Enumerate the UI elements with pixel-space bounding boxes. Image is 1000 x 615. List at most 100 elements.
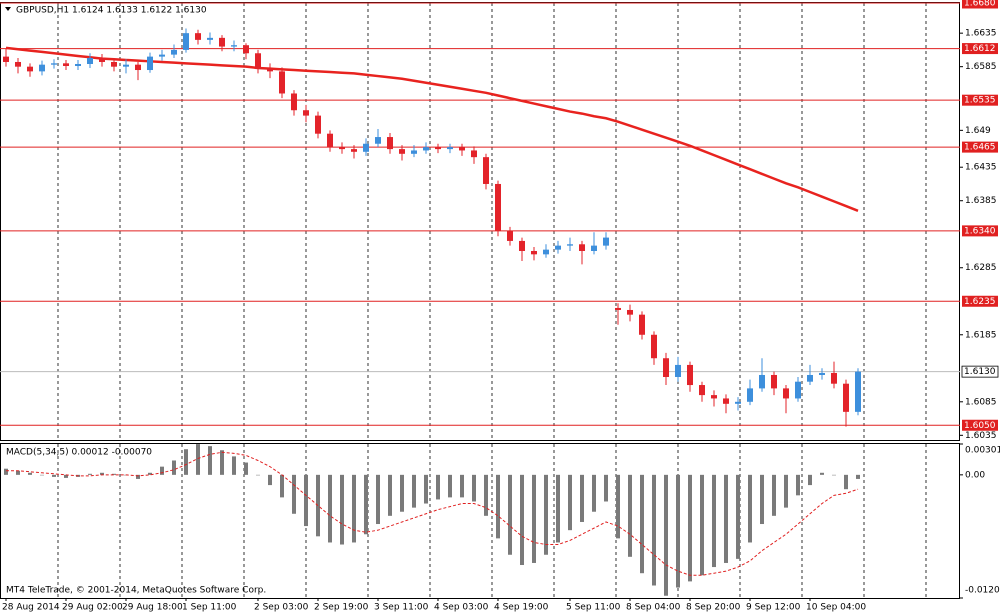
candle-body: [315, 115, 321, 134]
level-label: 1.6680: [964, 0, 996, 9]
candle-body: [63, 63, 69, 67]
y-tick-label: 1.6635: [965, 29, 997, 39]
candle-body: [207, 37, 213, 40]
macd-bar: [772, 474, 776, 516]
macd-bar: [652, 474, 656, 586]
level-label: 1.6465: [964, 143, 996, 153]
candle-body: [447, 147, 453, 150]
level-label-box: [962, 43, 998, 55]
macd-bar: [64, 474, 68, 478]
macd-bar: [232, 456, 236, 475]
macd-bar: [208, 446, 212, 475]
macd-bar: [580, 474, 584, 522]
macd-bar: [628, 474, 632, 557]
y-tick-label: 1.6385: [965, 196, 997, 206]
macd-bar: [220, 450, 224, 475]
x-tick-label: 3 Sep 11:00: [374, 603, 429, 613]
candle-body: [627, 309, 633, 315]
candle-body: [351, 149, 357, 152]
candle-body: [567, 244, 573, 246]
y-tick-label: 1.6085: [965, 397, 997, 407]
macd-bar: [148, 472, 152, 475]
candle-body: [231, 45, 237, 47]
macd-bar: [520, 474, 524, 566]
y-tick-label: 1.6035: [965, 431, 997, 441]
candle-body: [363, 143, 369, 152]
macd-bar: [16, 470, 20, 475]
macd-bar: [796, 474, 800, 496]
candle-body: [135, 64, 141, 71]
macd-bar: [52, 474, 56, 477]
candle-body: [759, 374, 765, 389]
macd-bar: [544, 474, 548, 555]
x-tick-label: 10 Sep 04:00: [806, 603, 866, 613]
macd-bar: [640, 474, 644, 574]
macd-bar: [604, 474, 608, 502]
candle-body: [399, 149, 405, 154]
candle-body: [339, 147, 345, 150]
level-label: 1.6612: [964, 44, 996, 54]
candle-body: [747, 388, 753, 402]
candle-body: [219, 37, 225, 47]
candle-body: [555, 245, 561, 250]
macd-bar: [568, 474, 572, 531]
level-label-box: [962, 0, 998, 9]
macd-bar: [676, 474, 680, 588]
candle-body: [603, 237, 609, 246]
macd-bar: [136, 474, 140, 479]
candle-body: [723, 398, 729, 404]
candle-body: [411, 150, 417, 154]
macd-bar: [820, 472, 824, 475]
candle-body: [579, 244, 585, 251]
macd-bar: [496, 474, 500, 539]
macd-bar: [292, 474, 296, 514]
macd-bar: [388, 474, 392, 516]
candle-body: [171, 49, 177, 55]
y-tick-label: 1.6185: [965, 330, 997, 340]
x-tick-label: 28 Aug 2014: [2, 603, 60, 613]
macd-bar: [112, 473, 116, 475]
candle-body: [327, 133, 333, 148]
candle-body: [855, 371, 861, 412]
macd-bar: [448, 474, 452, 498]
macd-bar: [364, 474, 368, 535]
x-tick-label: 8 Sep 04:00: [626, 603, 681, 613]
macd-bar: [40, 474, 44, 476]
x-tick-label: 9 Sep 12:00: [746, 603, 801, 613]
candle-body: [159, 54, 165, 57]
candle-body: [531, 250, 537, 255]
x-tick-label: 29 Aug 02:00: [62, 603, 123, 613]
candle-body: [279, 71, 285, 94]
macd-bar: [688, 474, 692, 582]
candle-body: [819, 372, 825, 375]
candle-body: [123, 64, 129, 67]
candle-body: [795, 381, 801, 399]
macd-bar: [256, 474, 260, 476]
candle-body: [615, 307, 621, 310]
macd-bar: [4, 468, 8, 475]
candle-body: [387, 137, 393, 150]
level-label-box: [962, 94, 998, 106]
candle-body: [495, 183, 501, 231]
macd-panel-frame: [0, 443, 960, 599]
level-label-box: [962, 295, 998, 307]
macd-y-tick-label: 0.00: [965, 470, 985, 480]
macd-bar: [424, 474, 428, 504]
candle-body: [255, 53, 261, 69]
macd-bar: [460, 474, 464, 498]
x-tick-label: 2 Sep 03:00: [254, 603, 309, 613]
macd-bar: [712, 474, 716, 568]
macd-bar: [724, 474, 728, 563]
candle-body: [99, 57, 105, 62]
x-tick-label: 8 Sep 20:00: [686, 603, 741, 613]
macd-bar: [592, 474, 596, 512]
macd-bar: [436, 474, 440, 500]
candle-body: [15, 61, 21, 67]
candle-body: [807, 374, 813, 382]
macd-bar: [184, 449, 188, 475]
macd-bar: [400, 474, 404, 512]
candle-body: [831, 372, 837, 384]
level-label: 1.6050: [964, 421, 996, 431]
